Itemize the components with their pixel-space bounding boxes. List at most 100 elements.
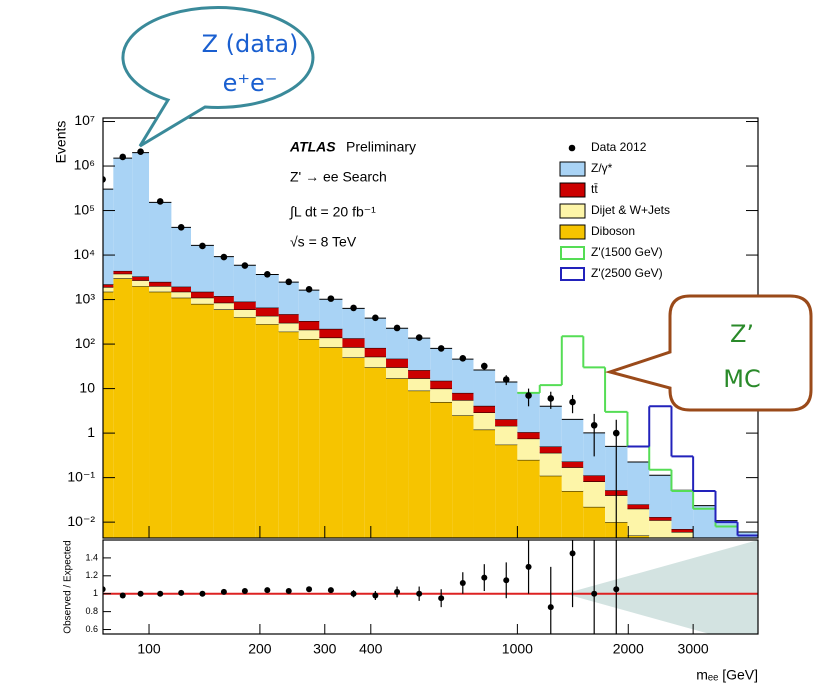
- legend-marker: [559, 224, 586, 240]
- bar: [561, 461, 584, 468]
- data-point: [264, 587, 271, 594]
- data-point: [285, 278, 293, 286]
- bar: [298, 339, 320, 538]
- bar: [278, 331, 299, 538]
- data-point: [569, 550, 576, 557]
- data-point: [220, 253, 228, 261]
- ratio-axis-title: Observed / Expected: [63, 540, 74, 633]
- bar: [364, 356, 387, 368]
- experiment: ATLAS: [289, 139, 336, 155]
- legend-marker: [559, 161, 586, 177]
- y-tick-label: 10⁻¹: [67, 468, 95, 484]
- data-point: [264, 270, 271, 278]
- bar: [452, 392, 474, 401]
- bar: [561, 419, 584, 462]
- legend-label: Z'(1500 GeV): [591, 245, 663, 259]
- bar: [103, 291, 114, 538]
- legend-label: Data 2012: [591, 140, 647, 154]
- bar: [517, 438, 540, 460]
- data-point: [437, 345, 445, 352]
- bar: [298, 290, 320, 322]
- bar: [495, 444, 518, 538]
- bar: [171, 297, 191, 538]
- bar: [171, 286, 191, 292]
- bar: [627, 461, 650, 505]
- data-point: [306, 586, 313, 593]
- bar: [171, 291, 191, 298]
- bar: [693, 505, 716, 538]
- x-tick-label: 300: [313, 641, 337, 657]
- bar: [190, 303, 214, 538]
- bar: [671, 529, 694, 533]
- bar: [473, 412, 496, 430]
- bar: [627, 504, 650, 509]
- bar: [495, 382, 518, 420]
- status: Preliminary: [346, 139, 416, 155]
- bar: [213, 256, 234, 297]
- x-tick-label: 1000: [502, 641, 533, 657]
- legend-label: Diboson: [591, 224, 635, 238]
- data-point: [590, 421, 598, 429]
- data-point: [481, 574, 488, 581]
- data-point: [547, 604, 554, 611]
- main-plot: [103, 148, 758, 538]
- bar: [386, 367, 409, 379]
- data-point: [416, 590, 423, 597]
- bar: [430, 401, 453, 538]
- x-tick-label: 400: [359, 641, 383, 657]
- data-point: [503, 577, 510, 584]
- bar: [517, 432, 540, 439]
- energy: √s = 8 TeV: [290, 234, 357, 250]
- bar: [103, 287, 114, 292]
- data-point: [137, 148, 144, 155]
- x-axis-title: mₑₑ [GeV]: [696, 667, 758, 683]
- legend-label: Z'(2500 GeV): [591, 266, 663, 280]
- bar: [452, 359, 474, 393]
- bar: [671, 532, 694, 538]
- bar: [517, 459, 540, 538]
- x-tick-label: 100: [137, 641, 161, 657]
- bar: [583, 475, 606, 482]
- bar: [298, 329, 320, 340]
- bar: [495, 425, 518, 445]
- bar: [113, 270, 133, 274]
- y-axis-title: Events: [53, 121, 69, 164]
- bar: [213, 302, 234, 310]
- bar: [430, 380, 453, 389]
- bar: [430, 348, 453, 381]
- bar: [233, 301, 256, 310]
- bar: [627, 508, 650, 536]
- bar: [386, 328, 409, 359]
- bar: [213, 309, 234, 538]
- y-tick-label: 1.2: [85, 570, 98, 580]
- y-tick-label: 10⁷: [74, 112, 95, 128]
- bar: [233, 265, 256, 302]
- bar: [132, 152, 150, 277]
- bar: [539, 475, 562, 538]
- search: Z' → ee Search: [290, 169, 387, 185]
- ratio-frame: [102, 539, 759, 635]
- bar: [190, 245, 214, 292]
- y-tick-label: 1: [93, 588, 98, 598]
- bar: [408, 338, 431, 371]
- bar: [113, 273, 133, 279]
- bar: [452, 415, 474, 538]
- x-tick-label: 3000: [678, 641, 709, 657]
- data-point: [547, 395, 555, 402]
- bar: [649, 475, 672, 518]
- x-tick-label: 200: [248, 641, 272, 657]
- bar: [319, 299, 343, 329]
- data-point: [285, 588, 292, 595]
- bar: [319, 347, 343, 538]
- lumi: ∫L dt = 20 fb⁻¹: [289, 204, 376, 220]
- y-tick-label: 10⁶: [74, 157, 95, 173]
- data-point: [415, 334, 423, 341]
- bar: [627, 535, 650, 538]
- data-point: [199, 590, 206, 597]
- bar: [408, 370, 431, 379]
- data-point: [350, 304, 357, 312]
- y-tick-label: 10³: [75, 290, 96, 306]
- bar: [113, 278, 133, 538]
- bar: [278, 322, 299, 332]
